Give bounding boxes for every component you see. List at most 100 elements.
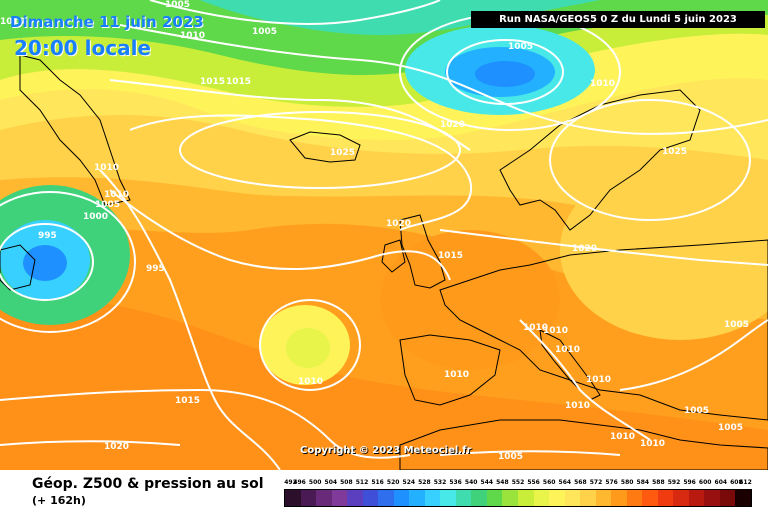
isobar-label: 1010 [586,375,611,385]
color-scale-tick: 604 [714,479,728,486]
color-swatch [440,490,456,506]
color-scale-tick: 568 [574,479,587,486]
color-scale-tick: 516 [371,479,384,486]
color-scale-tick: 532 [433,479,447,486]
color-swatch [611,490,627,506]
isobar-label: 1005 [165,0,190,10]
coast-iceland [289,131,361,163]
color-scale-tick: 520 [386,479,400,486]
isobar-label: 1005 [252,27,277,37]
isobar-label: 1020 [572,244,597,254]
color-scale-tick: 592 [667,479,681,486]
color-scale-tick: 576 [605,479,618,486]
coast-greenland [19,54,131,206]
color-scale-tick: 548 [496,479,509,486]
color-swatch [331,490,348,506]
isobar-1010-west [99,169,281,470]
isobar-label: 1005 [684,406,709,416]
color-swatch [549,490,565,506]
isobar-label: 1005 [498,452,523,462]
isobar-label: 1025 [330,148,355,158]
forecast-time: 20:00 locale [14,36,151,60]
color-swatch [595,490,612,506]
forecast-date: Dimanche 11 juin 2023 [10,13,204,31]
coast-iberia [399,334,501,406]
isobar-label: 1010 [610,432,635,442]
isobar-label: 1010 [94,163,119,173]
color-swatch [378,490,394,506]
color-scale-tick: 584 [636,479,650,486]
coast-western-europe [439,239,768,421]
isobar-1005-north [149,0,441,25]
color-scale-tick: 588 [652,479,665,486]
color-scale-legend: 492 496 500 504 508 512 516 520 524 528 532 536 540 5… [284,479,752,507]
isobar-1015-center [109,189,451,281]
coast-newfoundland [0,244,36,291]
color-swatch [673,490,689,506]
geopotential-fill-low-north-2 [475,61,535,87]
isobar-high-iceland-1025 [179,111,461,189]
color-scale-tick: 596 [683,479,696,486]
isobar-label: 1000 [83,212,108,222]
color-scale-tick: 552 [511,479,525,486]
color-swatch [455,490,472,506]
color-scale-tick: 496 [293,479,306,486]
isobar-1005-east [619,319,768,391]
isobar-label: 1015 [438,251,463,261]
color-swatch [657,490,674,506]
color-swatch [735,490,751,506]
isobar-lines [0,0,768,470]
isobar-label: 1020 [440,120,465,130]
color-scale-tick: 544 [480,479,494,486]
color-scale-tick: 492 [284,479,297,486]
isobar-low-west-1000 [0,191,136,333]
color-swatch [285,490,301,506]
coastlines [0,54,768,470]
isobar-1005-africa [439,450,621,456]
color-scale-tick: 536 [449,479,462,486]
isobar-label: 1010 [104,190,129,200]
color-swatch [533,490,550,506]
isobar-1015-north [109,79,471,151]
isobar-1020-center [129,114,473,231]
color-swatch [564,490,581,506]
coast-britain [399,214,446,289]
color-swatch [347,490,363,506]
color-scale-tick: 612 [739,479,752,486]
isobar-label: 1005 [718,423,743,433]
isobar-label: 1010 [555,345,580,355]
color-scale-tick: 556 [527,479,540,486]
color-swatch [486,490,503,506]
color-swatch [300,490,317,506]
color-scale-tick: 560 [542,479,556,486]
isobar-label: 1005 [724,320,749,330]
color-scale-bar [284,489,752,507]
isobar-label: 995 [38,231,57,241]
isobar-label: 1015 [200,77,225,87]
isobar-label: 1020 [386,219,411,229]
isobar-label: 1010 [180,31,205,41]
isobar-label: 1010 [298,377,323,387]
isobar-labels: 1005 1010 1005 1010 1015 1015 1005 1010 … [0,0,749,462]
isobar-label: 1010 [565,401,590,411]
isobar-1020-southwest [0,440,181,446]
color-swatch [642,490,658,506]
color-swatch [316,490,332,506]
isobar-1010-north [119,24,768,135]
geopotential-fill-europe-warm [380,230,560,370]
color-swatch [362,490,379,506]
color-swatch [424,490,441,506]
color-swatch [502,490,518,506]
isobar-label: 1010 [0,17,25,27]
isobar-label: 1010 [640,439,665,449]
isobar-1010-med [519,319,651,441]
isobar-low-west-995 [0,223,94,301]
geopotential-fill-ridge-center-core [286,328,330,368]
color-scale-tick: 524 [402,479,416,486]
geopotential-fill-low-west-2 [23,245,67,281]
color-swatch [626,490,643,506]
run-info-banner: Run NASA/GEOS5 0 Z du Lundi 5 juin 2023 [471,11,765,28]
color-swatch [393,490,410,506]
isobar-label: 1025 [662,147,687,157]
coast-ireland [381,239,406,273]
